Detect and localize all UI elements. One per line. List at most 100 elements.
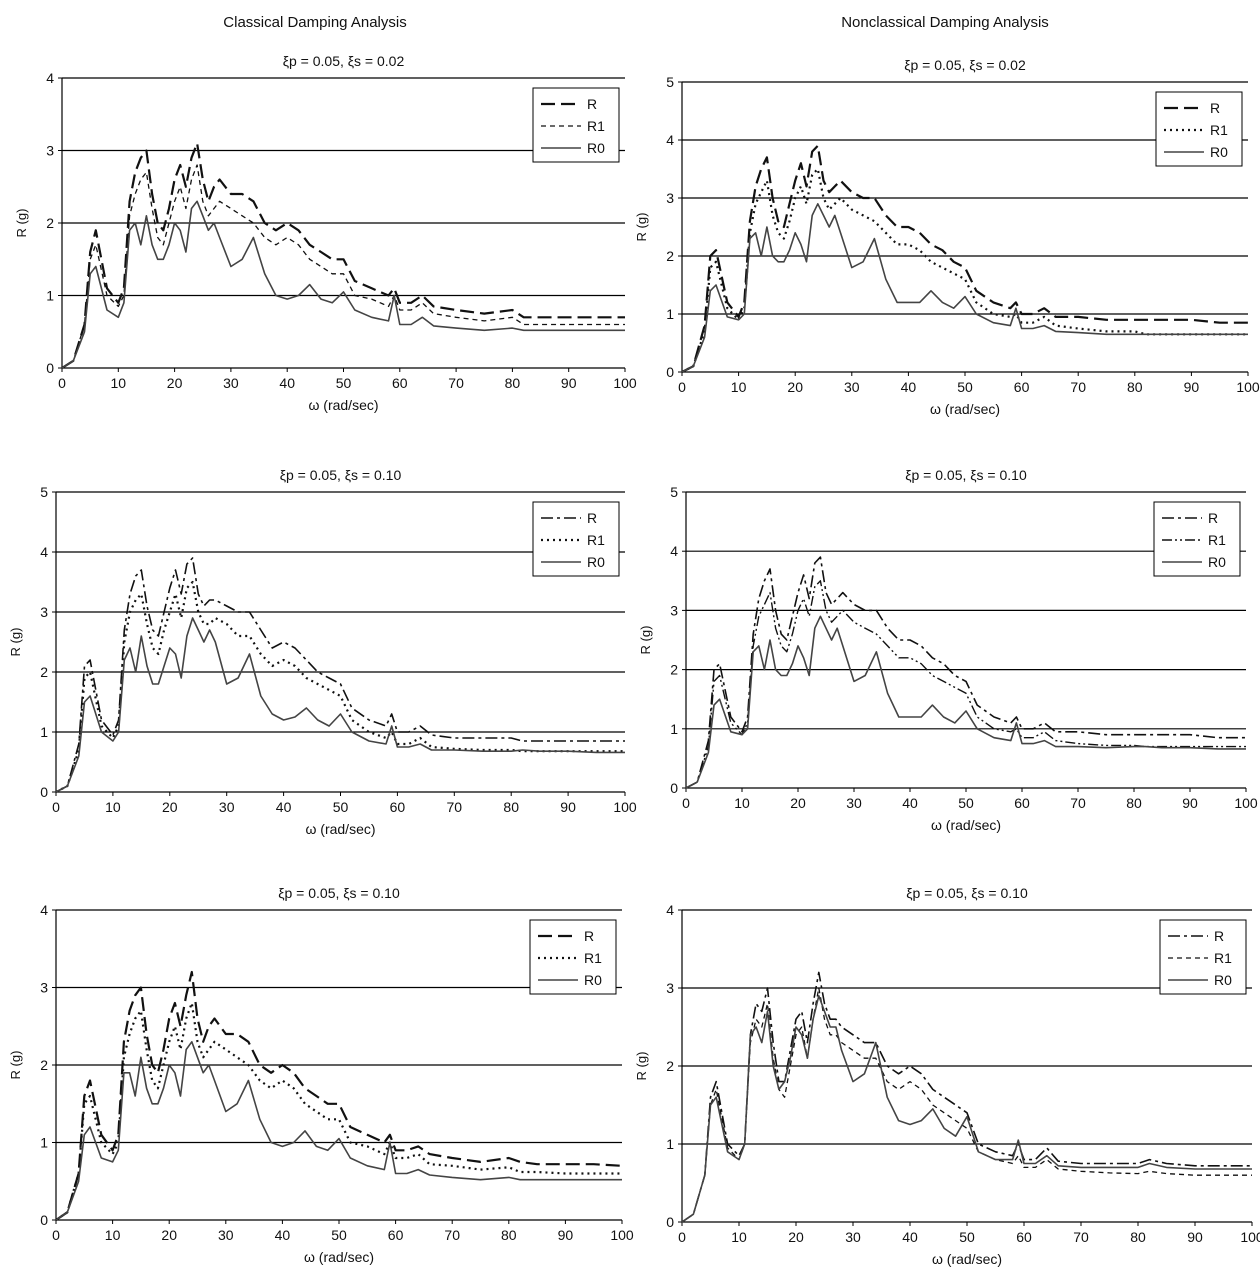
y-tick-label: 5 bbox=[670, 484, 678, 500]
legend-box bbox=[532, 501, 620, 577]
x-tick-label: 70 bbox=[1070, 379, 1086, 395]
y-tick-label: 2 bbox=[666, 248, 674, 264]
x-tick-label: 10 bbox=[734, 795, 750, 811]
series-line-r1 bbox=[55, 580, 625, 793]
y-tick-label: 2 bbox=[670, 662, 678, 678]
x-tick-label: 90 bbox=[558, 1227, 574, 1243]
x-tick-label: 20 bbox=[161, 1227, 177, 1243]
x-tick-label: 0 bbox=[678, 379, 686, 395]
x-tick-label: 50 bbox=[336, 375, 352, 391]
series-line-r0 bbox=[55, 1041, 622, 1221]
series-line-r bbox=[61, 142, 625, 369]
x-tick-label: 10 bbox=[111, 375, 127, 391]
y-tick-label: 0 bbox=[666, 1214, 674, 1230]
y-tick-label: 4 bbox=[666, 132, 674, 148]
x-tick-label: 30 bbox=[845, 1229, 861, 1245]
x-tick-label: 80 bbox=[503, 799, 519, 815]
legend-label-r1: R1 bbox=[587, 532, 605, 548]
legend-box bbox=[532, 87, 620, 163]
y-tick-label: 3 bbox=[666, 190, 674, 206]
x-tick-label: 10 bbox=[105, 1227, 121, 1243]
legend-label-r1: R1 bbox=[587, 118, 605, 134]
chart-title: ξp = 0.05, ξs = 0.10 bbox=[905, 467, 1027, 483]
series-line-r0 bbox=[685, 615, 1246, 789]
x-tick-label: 40 bbox=[902, 795, 918, 811]
chart-title: ξp = 0.05, ξs = 0.02 bbox=[904, 57, 1026, 73]
y-tick-label: 0 bbox=[670, 780, 678, 796]
x-tick-label: 70 bbox=[444, 1227, 460, 1243]
legend-label-r: R bbox=[587, 510, 597, 526]
y-tick-label: 1 bbox=[666, 1136, 674, 1152]
x-tick-label: 100 bbox=[1236, 379, 1260, 395]
y-tick-label: 4 bbox=[40, 902, 48, 918]
x-tick-label: 100 bbox=[1234, 795, 1258, 811]
y-tick-label: 3 bbox=[46, 143, 54, 159]
series-line-r1 bbox=[681, 987, 1252, 1223]
x-tick-label: 60 bbox=[1016, 1229, 1032, 1245]
series-line-r1 bbox=[55, 1001, 622, 1221]
x-tick-label: 60 bbox=[1014, 379, 1030, 395]
x-tick-label: 10 bbox=[731, 1229, 747, 1245]
series-line-r bbox=[55, 970, 623, 1221]
y-axis-label: R (g) bbox=[638, 626, 653, 655]
series-line-r bbox=[681, 144, 1248, 373]
x-tick-label: 60 bbox=[1014, 795, 1030, 811]
legend-box bbox=[529, 919, 617, 995]
x-tick-label: 50 bbox=[331, 1227, 347, 1243]
x-tick-label: 0 bbox=[58, 375, 66, 391]
legend-label-r0: R0 bbox=[1210, 144, 1228, 160]
x-tick-label: 100 bbox=[613, 375, 637, 391]
y-axis-label: R (g) bbox=[634, 213, 649, 242]
x-tick-label: 80 bbox=[1130, 1229, 1146, 1245]
x-tick-label: 30 bbox=[846, 795, 862, 811]
legend-label-r0: R0 bbox=[1214, 972, 1232, 988]
x-tick-label: 20 bbox=[788, 1229, 804, 1245]
x-tick-label: 60 bbox=[392, 375, 408, 391]
y-tick-label: 1 bbox=[46, 288, 54, 304]
x-tick-label: 20 bbox=[167, 375, 183, 391]
x-tick-label: 100 bbox=[610, 1227, 634, 1243]
x-tick-label: 100 bbox=[613, 799, 637, 815]
x-tick-label: 30 bbox=[844, 379, 860, 395]
legend-label-r0: R0 bbox=[587, 140, 605, 156]
x-tick-label: 30 bbox=[218, 1227, 234, 1243]
series-line-r0 bbox=[61, 200, 625, 369]
x-tick-label: 40 bbox=[901, 379, 917, 395]
x-tick-label: 60 bbox=[388, 1227, 404, 1243]
x-tick-label: 0 bbox=[682, 795, 690, 811]
x-tick-label: 70 bbox=[447, 799, 463, 815]
legend-label-r1: R1 bbox=[1210, 122, 1228, 138]
x-tick-label: 90 bbox=[560, 799, 576, 815]
x-axis-label: ω (rad/sec) bbox=[930, 401, 1000, 417]
legend-box bbox=[1153, 501, 1241, 577]
series-line-r1 bbox=[61, 164, 625, 369]
y-tick-label: 0 bbox=[40, 1212, 48, 1228]
x-tick-label: 20 bbox=[787, 379, 803, 395]
y-tick-label: 4 bbox=[46, 70, 54, 86]
chart-title: ξp = 0.05, ξs = 0.10 bbox=[278, 885, 400, 901]
y-tick-label: 3 bbox=[666, 980, 674, 996]
x-tick-label: 40 bbox=[279, 375, 295, 391]
chart-title: ξp = 0.05, ξs = 0.10 bbox=[906, 885, 1028, 901]
x-tick-label: 30 bbox=[223, 375, 239, 391]
series-line-r1 bbox=[685, 580, 1246, 789]
y-tick-label: 1 bbox=[40, 1135, 48, 1151]
x-tick-label: 50 bbox=[959, 1229, 975, 1245]
x-tick-label: 10 bbox=[105, 799, 121, 815]
x-tick-label: 50 bbox=[957, 379, 973, 395]
nonclassical-heading: Nonclassical Damping Analysis bbox=[841, 14, 1049, 31]
x-tick-label: 40 bbox=[276, 799, 292, 815]
x-tick-label: 90 bbox=[1184, 379, 1200, 395]
y-tick-label: 1 bbox=[666, 306, 674, 322]
x-axis-label: ω (rad/sec) bbox=[305, 821, 375, 837]
legend-label-r1: R1 bbox=[1208, 532, 1226, 548]
y-tick-label: 3 bbox=[40, 604, 48, 620]
x-tick-label: 20 bbox=[162, 799, 178, 815]
series-line-r0 bbox=[55, 617, 625, 793]
x-axis-label: ω (rad/sec) bbox=[931, 817, 1001, 833]
